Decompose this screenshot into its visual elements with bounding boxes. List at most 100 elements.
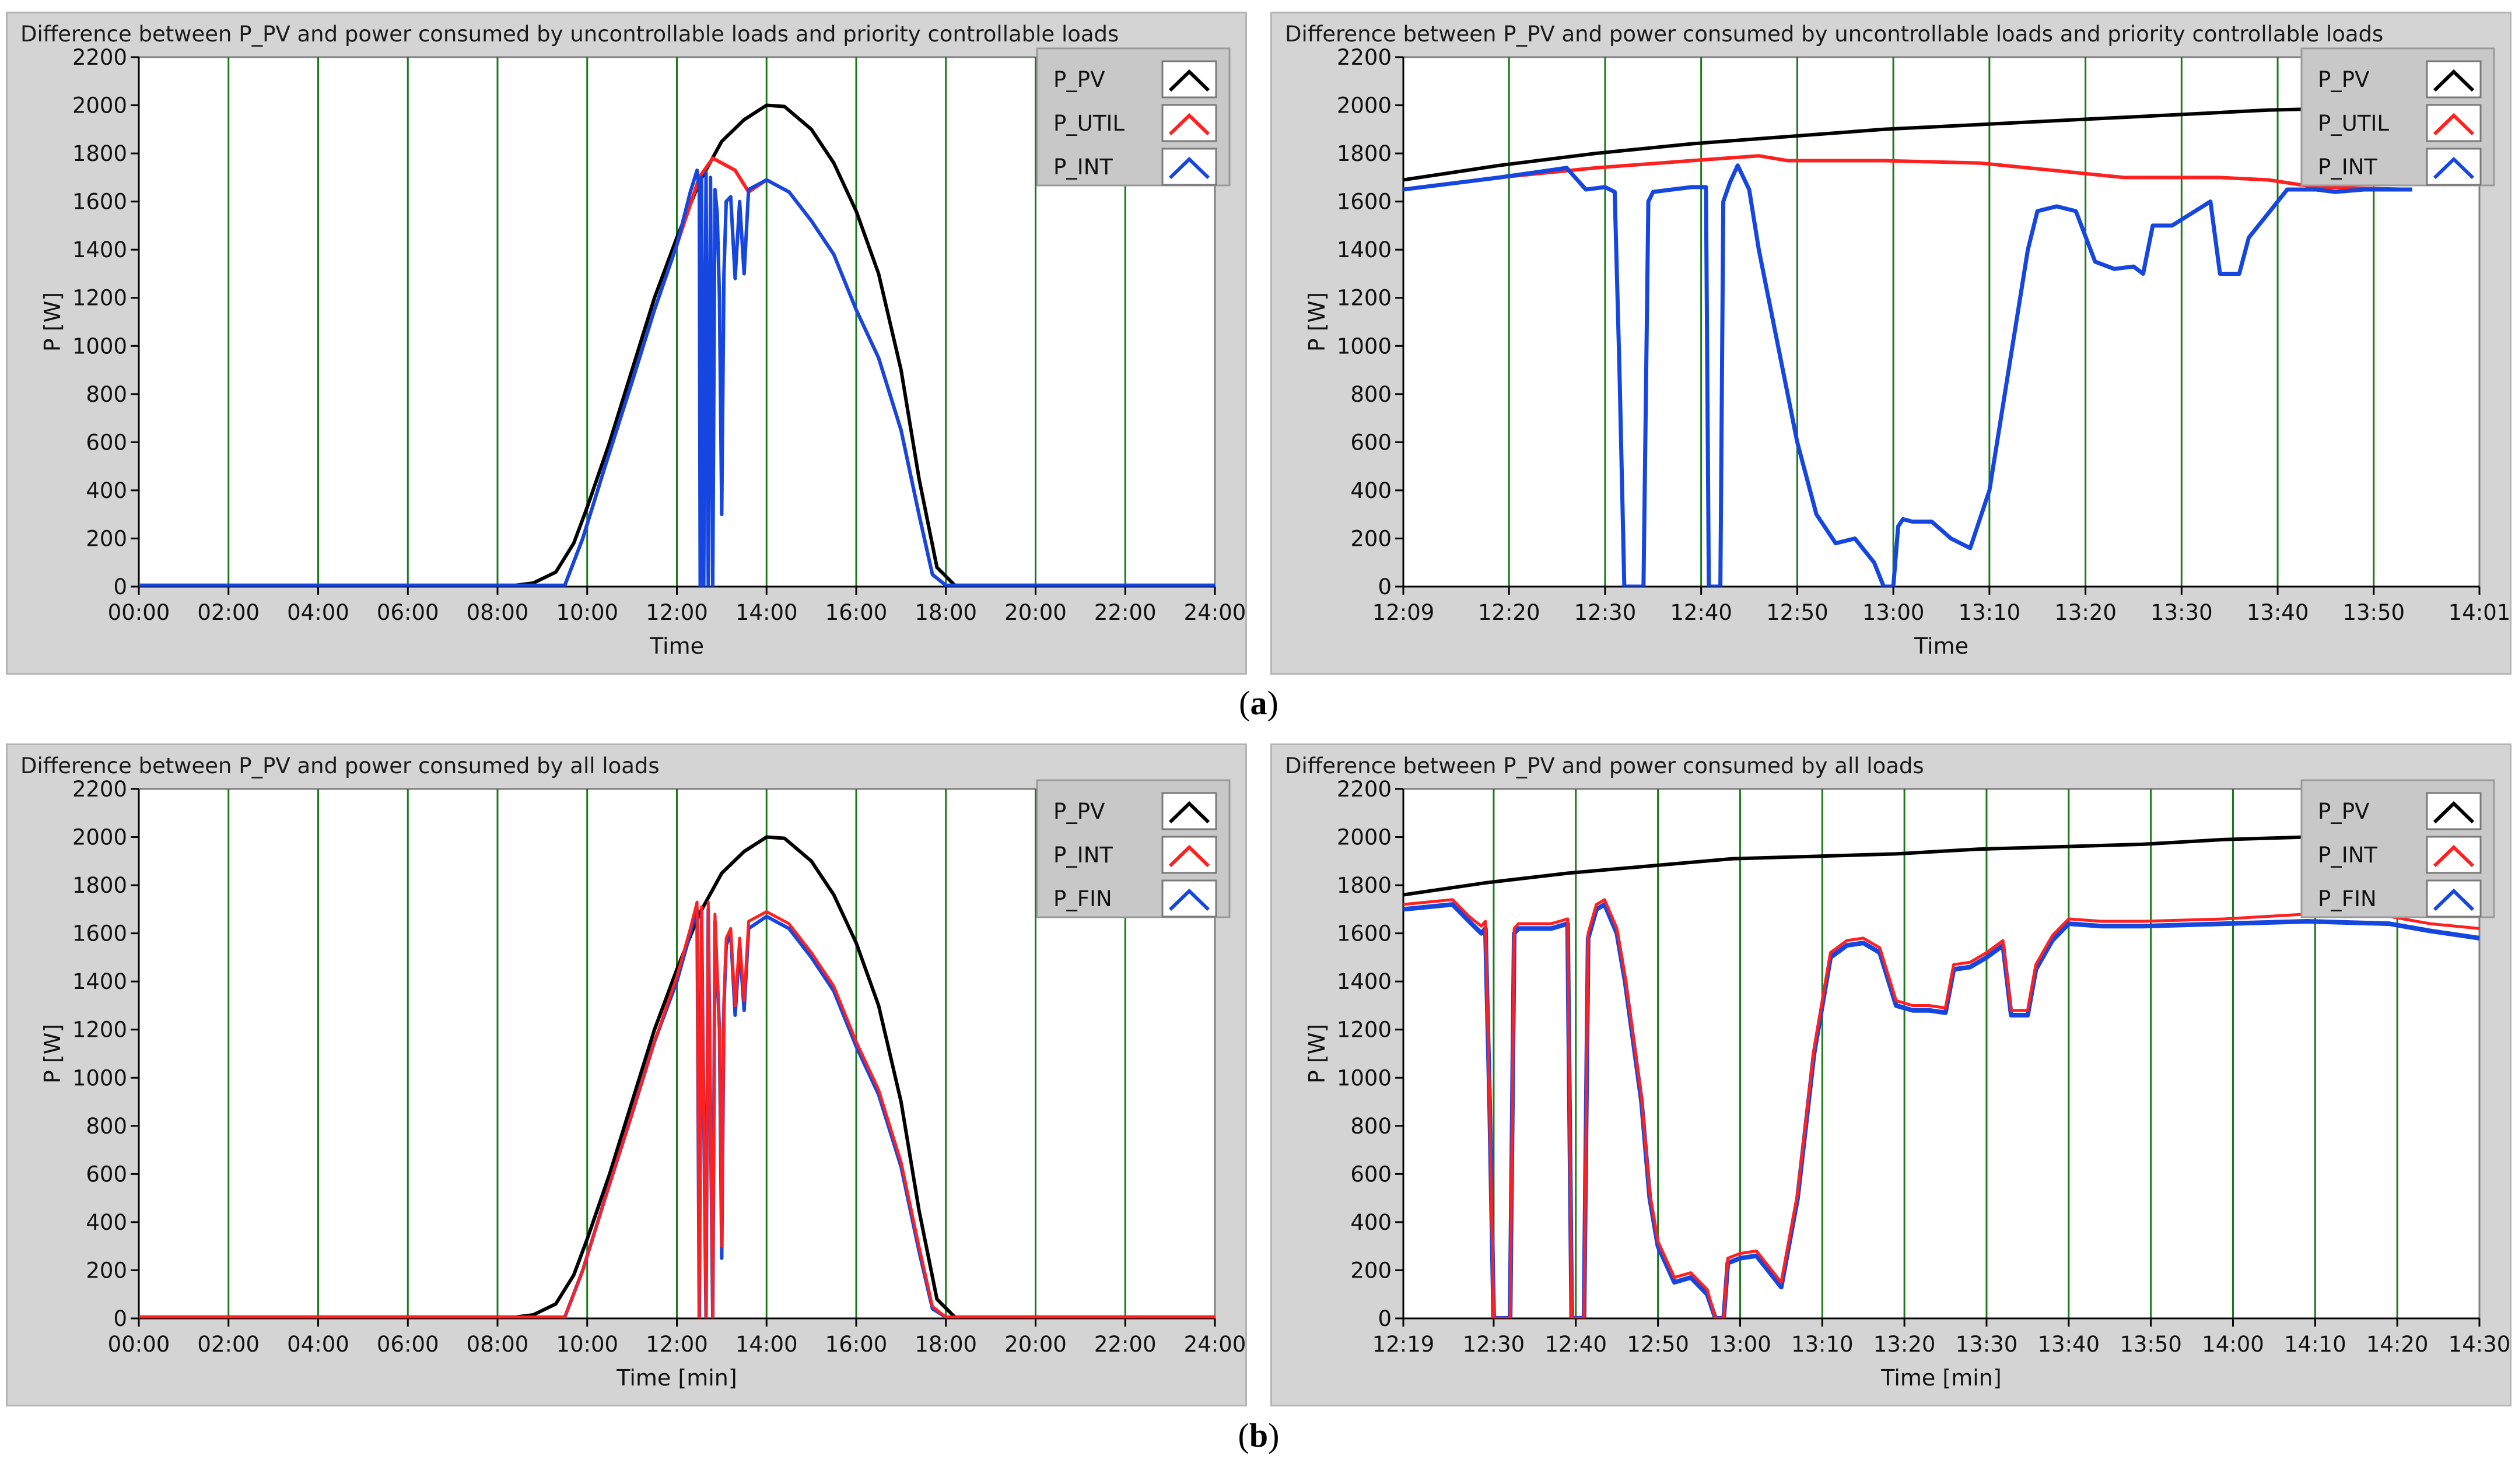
- legend-swatch: [2426, 104, 2482, 142]
- x-tick-label: 00:00: [108, 1332, 170, 1357]
- y-tick-label: 600: [1350, 430, 1392, 455]
- y-tick-label: 200: [1350, 1258, 1392, 1283]
- x-axis-label: Time: [1914, 633, 1968, 659]
- y-tick-label: 400: [1350, 478, 1392, 503]
- x-tick-label: 13:40: [2037, 1332, 2100, 1357]
- x-tick-label: 04:00: [287, 600, 349, 625]
- y-tick-label: 2200: [72, 45, 127, 70]
- y-tick-label: 600: [1350, 1162, 1392, 1187]
- x-tick-label: 13:30: [2150, 600, 2213, 625]
- series-line-p-pv: [1403, 833, 2479, 897]
- y-tick-label: 1400: [72, 969, 127, 994]
- legend-label: P_FIN: [1053, 886, 1112, 911]
- plot-area: [1402, 56, 2481, 588]
- legend-swatch-line: [2433, 888, 2475, 911]
- x-tick-label: 14:20: [2366, 1332, 2429, 1357]
- y-tick-label: 1800: [1337, 141, 1392, 166]
- y-axis-label: P [W]: [40, 1024, 65, 1083]
- chart-panel-b-right: Difference between P_PV and power consum…: [1270, 743, 2512, 1406]
- y-tick-label: 1400: [1337, 237, 1392, 262]
- y-axis-label: P [W]: [1304, 1024, 1330, 1083]
- chart-title: Difference between P_PV and power consum…: [1285, 753, 1924, 778]
- x-tick-label: 08:00: [467, 1332, 529, 1357]
- x-axis-label: Time [min]: [616, 1365, 737, 1391]
- legend-swatch: [2426, 60, 2482, 99]
- legend-swatch-line: [1168, 801, 1210, 824]
- x-tick-label: 12:00: [646, 1332, 708, 1357]
- y-tick-label: 400: [86, 478, 127, 503]
- legend-label: P_PV: [1053, 799, 1105, 824]
- x-tick-label: 14:10: [2284, 1332, 2346, 1357]
- x-tick-label: 13:00: [1862, 600, 1925, 625]
- y-tick-label: 1200: [72, 286, 127, 311]
- legend-label: P_PV: [2318, 799, 2369, 824]
- caption-b: (b): [1238, 1416, 1280, 1454]
- legend-label: P_FIN: [2318, 886, 2377, 911]
- y-tick-label: 2000: [72, 93, 127, 118]
- x-tick-label: 13:40: [2247, 600, 2309, 625]
- y-tick-label: 2000: [72, 825, 127, 850]
- x-tick-label: 10:00: [556, 1332, 618, 1357]
- legend-label: P_UTIL: [2318, 111, 2389, 136]
- x-tick-label: 14:01: [2449, 600, 2511, 625]
- x-tick-label: 10:00: [556, 600, 618, 625]
- x-tick-label: 18:00: [915, 600, 977, 625]
- x-tick-label: 22:00: [1094, 1332, 1157, 1357]
- x-tick-label: 12:30: [1574, 600, 1637, 625]
- y-axis-label: P [W]: [40, 292, 65, 352]
- x-tick-label: 13:10: [1791, 1332, 1854, 1357]
- legend-label: P_INT: [1053, 843, 1113, 868]
- x-tick-label: 12:50: [1627, 1332, 1689, 1357]
- x-tick-label: 12:50: [1766, 600, 1829, 625]
- y-tick-label: 800: [1350, 382, 1392, 407]
- legend-swatch-line: [2433, 801, 2475, 824]
- y-tick-label: 0: [113, 574, 127, 599]
- y-tick-label: 1600: [72, 190, 127, 215]
- y-tick-label: 1000: [72, 334, 127, 359]
- legend-swatch-line: [1168, 113, 1210, 136]
- x-tick-label: 13:00: [1709, 1332, 1771, 1357]
- chart-panel-a-left: Difference between P_PV and power consum…: [6, 12, 1247, 675]
- legend-swatch-line: [1168, 844, 1210, 868]
- x-tick-label: 12:40: [1544, 1332, 1607, 1357]
- legend-label: P_PV: [2318, 67, 2369, 92]
- chart-title: Difference between P_PV and power consum…: [20, 753, 660, 778]
- legend-swatch: [1161, 836, 1217, 874]
- y-tick-label: 1800: [72, 873, 127, 898]
- x-axis-label: Time [min]: [1880, 1365, 2001, 1391]
- legend-swatch: [2426, 792, 2482, 830]
- x-tick-label: 02:00: [197, 600, 260, 625]
- x-tick-label: 20:00: [1004, 600, 1067, 625]
- x-tick-label: 00:00: [108, 600, 170, 625]
- series-line-p-pv: [139, 103, 1215, 587]
- legend-swatch: [2426, 836, 2482, 874]
- x-tick-label: 12:40: [1670, 600, 1732, 625]
- chart-title: Difference between P_PV and power consum…: [20, 22, 1119, 47]
- y-tick-label: 2200: [1337, 45, 1392, 70]
- legend-label: P_PV: [1053, 67, 1105, 92]
- y-tick-label: 1400: [1337, 969, 1392, 994]
- legend-swatch-line: [1168, 69, 1210, 92]
- series-line-p-pv: [139, 835, 1215, 1318]
- x-tick-label: 12:19: [1372, 1332, 1435, 1357]
- x-tick-label: 13:20: [2054, 600, 2117, 625]
- x-tick-label: 14:00: [735, 1332, 798, 1357]
- legend-swatch: [2426, 148, 2482, 186]
- series-line-p-int: [1403, 163, 2412, 587]
- legend-swatch-line: [1168, 156, 1210, 180]
- chart-panel-b-left: Difference between P_PV and power consum…: [6, 743, 1247, 1406]
- legend-swatch: [1161, 104, 1217, 142]
- y-tick-label: 600: [86, 1162, 127, 1187]
- x-tick-label: 13:20: [1873, 1332, 1936, 1357]
- x-tick-label: 14:00: [735, 600, 798, 625]
- x-tick-label: 14:00: [2202, 1332, 2264, 1357]
- y-tick-label: 1000: [1337, 1065, 1392, 1090]
- legend-swatch-line: [2433, 113, 2475, 136]
- chart-a-left: 0 200 400 600 800 1000 1200 1400 1600 1800 2000 220…: [40, 45, 1246, 659]
- y-tick-label: 1800: [1337, 873, 1392, 898]
- y-tick-label: 2200: [72, 777, 127, 802]
- x-tick-label: 12:20: [1478, 600, 1540, 625]
- y-tick-label: 1600: [1337, 190, 1392, 215]
- x-tick-label: 13:10: [1959, 600, 2021, 625]
- y-tick-label: 800: [1350, 1114, 1392, 1139]
